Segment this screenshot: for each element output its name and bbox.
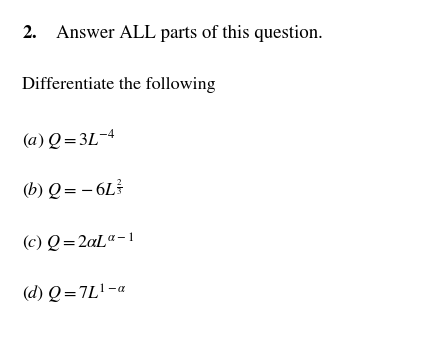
Text: $(b)$ $Q = -6L^{\frac{2}{3}}$: $(b)$ $Q = -6L^{\frac{2}{3}}$	[22, 177, 123, 202]
Text: Answer ALL parts of this question.: Answer ALL parts of this question.	[56, 25, 322, 42]
Text: $(c)$ $Q = 2\alpha L^{\alpha-1}$: $(c)$ $Q = 2\alpha L^{\alpha-1}$	[22, 232, 135, 255]
Text: $(a)$ $Q = 3L^{-4}$: $(a)$ $Q = 3L^{-4}$	[22, 128, 116, 152]
Text: Differentiate the following: Differentiate the following	[22, 77, 216, 93]
Text: $\mathbf{2.}$: $\mathbf{2.}$	[22, 25, 37, 42]
Text: $(d)$ $Q = 7L^{1-\alpha}$: $(d)$ $Q = 7L^{1-\alpha}$	[22, 283, 127, 306]
